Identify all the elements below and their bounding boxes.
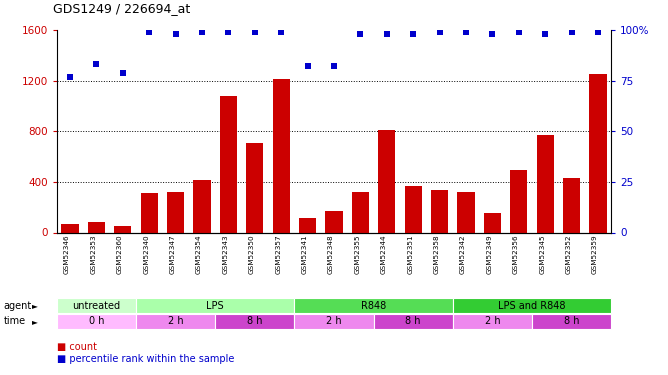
Bar [57, 314, 136, 329]
Point [434, 29, 445, 35]
Text: GSM52343: GSM52343 [222, 234, 228, 274]
Text: 2 h: 2 h [484, 316, 500, 326]
Bar [194, 180, 210, 232]
Point [302, 63, 313, 69]
Bar [114, 225, 132, 232]
Point [593, 29, 603, 35]
Text: GSM52353: GSM52353 [90, 234, 96, 274]
Point [65, 74, 75, 80]
Bar [325, 211, 343, 232]
Bar [373, 314, 453, 329]
Text: GDS1249 / 226694_at: GDS1249 / 226694_at [53, 2, 190, 15]
Bar [220, 96, 237, 232]
Bar [484, 213, 501, 232]
Bar [61, 224, 79, 232]
Text: GSM52360: GSM52360 [117, 234, 123, 274]
Bar [431, 190, 448, 232]
Text: LPS: LPS [206, 301, 224, 310]
Point [249, 29, 260, 35]
Text: 0 h: 0 h [89, 316, 104, 326]
Text: GSM52348: GSM52348 [328, 234, 334, 274]
Bar [167, 192, 184, 232]
Bar [510, 171, 528, 232]
Text: GSM52355: GSM52355 [355, 234, 361, 274]
Bar [246, 142, 263, 232]
Point [276, 29, 287, 35]
Bar [215, 314, 295, 329]
Point [487, 31, 498, 37]
Bar [458, 192, 474, 232]
Text: GSM52342: GSM52342 [460, 234, 466, 274]
Text: GSM52344: GSM52344 [381, 234, 387, 274]
Text: LPS and R848: LPS and R848 [498, 301, 566, 310]
Text: GSM52354: GSM52354 [196, 234, 202, 274]
Point [329, 63, 339, 69]
Text: GSM52346: GSM52346 [64, 234, 70, 274]
Text: 8 h: 8 h [564, 316, 579, 326]
Point [461, 29, 472, 35]
Bar [295, 314, 373, 329]
Text: GSM52358: GSM52358 [434, 234, 440, 274]
Text: GSM52356: GSM52356 [513, 234, 519, 274]
Bar [563, 178, 580, 232]
Bar [589, 74, 607, 232]
Bar [299, 218, 316, 232]
Text: GSM52341: GSM52341 [301, 234, 307, 274]
Bar [57, 298, 136, 313]
Text: 2 h: 2 h [168, 316, 184, 326]
Bar [136, 314, 215, 329]
Point [170, 31, 181, 37]
Text: GSM52347: GSM52347 [170, 234, 176, 274]
Text: GSM52351: GSM52351 [407, 234, 413, 274]
Text: 8 h: 8 h [405, 316, 421, 326]
Text: time: time [3, 316, 25, 326]
Bar [273, 79, 290, 232]
Bar [378, 130, 395, 232]
Point [355, 31, 366, 37]
Text: GSM52340: GSM52340 [143, 234, 149, 274]
Text: ■ count: ■ count [57, 342, 97, 352]
Text: ►: ► [32, 301, 38, 310]
Bar [453, 298, 611, 313]
Text: GSM52359: GSM52359 [592, 234, 598, 274]
Point [514, 29, 524, 35]
Bar [453, 314, 532, 329]
Bar [295, 298, 453, 313]
Point [118, 69, 128, 75]
Text: GSM52350: GSM52350 [248, 234, 255, 274]
Bar [140, 193, 158, 232]
Text: agent: agent [3, 301, 31, 310]
Point [381, 31, 392, 37]
Bar [536, 135, 554, 232]
Text: untreated: untreated [72, 301, 120, 310]
Point [91, 62, 102, 68]
Point [196, 29, 207, 35]
Point [144, 29, 154, 35]
Text: ■ percentile rank within the sample: ■ percentile rank within the sample [57, 354, 234, 364]
Point [223, 29, 234, 35]
Bar [532, 314, 611, 329]
Text: GSM52349: GSM52349 [486, 234, 492, 274]
Bar [136, 298, 295, 313]
Bar [88, 222, 105, 232]
Text: 8 h: 8 h [247, 316, 263, 326]
Text: GSM52352: GSM52352 [566, 234, 572, 274]
Point [566, 29, 577, 35]
Text: 2 h: 2 h [326, 316, 342, 326]
Bar [405, 186, 422, 232]
Point [408, 31, 419, 37]
Text: R848: R848 [361, 301, 386, 310]
Text: GSM52345: GSM52345 [539, 234, 545, 274]
Point [540, 31, 550, 37]
Bar [352, 192, 369, 232]
Text: ►: ► [32, 317, 38, 326]
Text: GSM52357: GSM52357 [275, 234, 281, 274]
